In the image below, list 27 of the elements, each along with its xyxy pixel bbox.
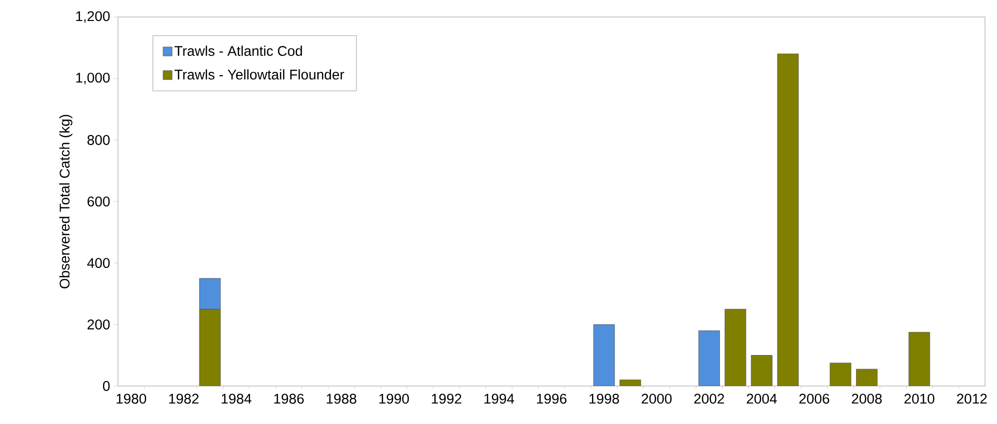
y-tick-label: 400 [87,258,110,268]
y-axis-title: Observered Total Catch (kg) [59,114,72,288]
x-tick-label: 1992 [432,394,462,404]
y-tick-label: 800 [87,135,110,145]
x-tick-label: 1980 [116,394,146,404]
y-tick-label: 0 [102,381,110,391]
x-tick-label: 1990 [379,394,409,404]
x-tick-label: 2008 [852,394,882,404]
y-tick-label: 1,000 [76,72,110,84]
x-tick-label: 2006 [799,394,830,404]
y-tick-label: 1,200 [76,11,110,23]
x-tick-label: 1982 [169,394,199,404]
x-tick-label: 1996 [536,394,566,404]
x-tick-label: 1998 [590,394,619,404]
x-tick-label: 1984 [222,394,252,404]
x-tick-label: 2002 [694,394,724,404]
legend-label: Trawls - Atlantic Cod [174,46,302,56]
legend-label: Trawls - Yellowtail Flounder [174,69,344,80]
y-tick-label: 600 [88,196,110,206]
y-tick-label: 200 [88,320,110,330]
x-tick-label: 2000 [642,394,672,404]
x-tick-label: 1994 [484,394,514,404]
x-tick-label: 2004 [746,394,777,404]
x-tick-label: 2012 [957,394,987,404]
x-tick-label: 1988 [326,394,356,404]
x-tick-label: 2010 [904,394,934,404]
x-tick-label: 1986 [274,394,304,404]
